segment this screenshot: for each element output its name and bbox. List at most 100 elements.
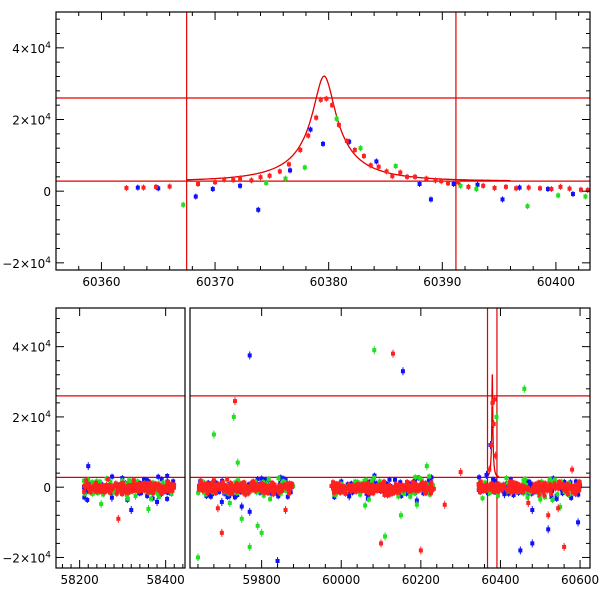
bottom-band-point-1-2-63 (427, 474, 432, 479)
top-point-s0-20 (336, 122, 341, 127)
top-point-s0-40 (514, 186, 519, 191)
bottom-band-point-2-2-226 (380, 488, 385, 493)
bottom-xtick-label-0: 58200 (61, 573, 99, 587)
bottom-band-point-0-3-7 (569, 495, 574, 500)
top-point-s0-21 (344, 139, 349, 143)
bottom-point-s1-14 (424, 464, 429, 469)
bottom-band-point-2-1-131 (198, 478, 203, 483)
bottom-band-point-2-0-151 (150, 488, 155, 493)
bottom-point-s0-11 (570, 467, 575, 472)
bottom-band-point-1-0-77 (154, 490, 159, 495)
bottom-band-point-2-0-191 (145, 485, 150, 490)
top-point-s0-16 (314, 115, 319, 120)
bottom-band-point-2-2-203 (428, 485, 433, 490)
bottom-point-s0-3 (215, 506, 220, 511)
bottom-band-point-1-3-70 (505, 481, 510, 486)
top-point-s0-36 (466, 184, 471, 189)
bottom-band-point-2-1-128 (247, 488, 252, 493)
bottom-band-point-2-3-167 (531, 486, 536, 491)
bottom-frame-1 (189, 307, 591, 569)
bottom-band-point-2-1-158 (202, 482, 207, 487)
bottom-point-s1-16 (494, 414, 499, 419)
bottom-band-point-2-3-200 (548, 482, 553, 487)
top-point-s1-11 (583, 194, 588, 199)
bottom-band-point-2-3-219 (539, 485, 544, 490)
top-point-s0-5 (213, 180, 218, 185)
top-point-s0-28 (398, 170, 403, 175)
bottom-point-s1-11 (383, 534, 388, 539)
bottom-band-point-2-3-173 (545, 485, 550, 490)
bottom-band-point-2-1-190 (259, 488, 264, 493)
bottom-band-point-0-1-10 (278, 475, 283, 480)
bottom-band-point-1-2-24 (426, 490, 431, 495)
bottom-band-point-1-3-45 (504, 476, 509, 481)
bottom-band-point-2-2-152 (348, 485, 353, 490)
bottom-band-point-0-0-29 (159, 477, 164, 482)
top-point-s2-8 (321, 141, 325, 146)
bottom-band-point-2-2-200 (385, 493, 390, 498)
bottom-band-point-2-0-54 (88, 489, 93, 494)
top-point-s0-11 (267, 173, 272, 178)
bottom-band-point-2-0-179 (95, 489, 100, 494)
bottom-point-s2-5 (155, 499, 160, 504)
bottom-band-point-0-1-2 (232, 495, 237, 500)
bottom-point-s1-4 (235, 460, 240, 465)
bottom-band-point-2-2-131 (350, 483, 355, 488)
bottom-band-point-1-3-39 (552, 477, 557, 482)
bottom-band-point-2-1-109 (270, 488, 275, 493)
bottom-band-point-2-2-225 (390, 490, 395, 495)
bottom-point-s0-13 (458, 470, 463, 475)
bottom-band-point-2-1-111 (237, 483, 242, 488)
top-ytick-exp-3: 4 (45, 256, 51, 266)
bottom-point-s1-19 (99, 502, 104, 507)
bottom-band-point-2-3-191 (566, 485, 571, 490)
bottom-band-point-1-3-78 (521, 478, 526, 483)
bottom-xtick-label-3: 60000 (322, 573, 360, 587)
bottom-band-point-2-3-168 (576, 480, 581, 485)
bottom-band-point-0-2-9 (399, 493, 404, 498)
bottom-band-point-2-2-216 (387, 483, 392, 488)
bottom-band-point-2-3-72 (548, 488, 553, 493)
bottom-band-point-1-0-63 (135, 479, 140, 484)
bottom-band-point-2-2-130 (346, 483, 351, 488)
bottom-point-s0-20 (487, 467, 492, 472)
bottom-band-point-2-3-180 (514, 484, 519, 489)
bottom-band-point-2-1-177 (209, 481, 214, 486)
bottom-band-point-2-0-173 (137, 488, 142, 493)
top-point-s2-3 (210, 187, 215, 192)
bottom-band-point-2-2-202 (332, 485, 337, 490)
bottom-band-point-1-3-32 (550, 497, 555, 502)
bottom-band-point-2-1-91 (276, 490, 281, 495)
bottom-band-point-2-0-98 (146, 490, 151, 495)
bottom-point-s1-1 (195, 555, 200, 560)
bottom-band-point-2-3-158 (559, 482, 564, 487)
bottom-band-point-2-2-211 (369, 488, 374, 493)
top-point-s2-11 (417, 182, 422, 186)
top-point-s1-0 (181, 202, 186, 207)
bottom-point-s1-21 (146, 506, 151, 511)
top-point-s0-2 (153, 184, 158, 189)
bottom-band-point-2-3-193 (565, 482, 570, 487)
bottom-band-point-2-3-161 (530, 483, 535, 488)
bottom-band-point-2-0-117 (126, 490, 131, 495)
bottom-band-point-2-3-159 (541, 481, 546, 486)
bottom-band-point-0-0-63 (165, 496, 170, 501)
bottom-point-s0-6 (379, 541, 384, 546)
bottom-band-point-0-3-29 (549, 495, 554, 500)
bottom-point-s1-3 (231, 414, 236, 419)
bottom-band-point-2-2-177 (352, 484, 357, 489)
bottom-band-point-2-1-127 (229, 486, 234, 491)
bottom-band-point-0-1-75 (208, 494, 213, 499)
bottom-band-point-2-1-160 (279, 488, 284, 493)
bottom-band-point-2-3-205 (496, 488, 501, 493)
top-point-s1-3 (302, 165, 307, 170)
bottom-band-point-0-2-69 (393, 477, 398, 482)
bottom-band-point-2-0-68 (120, 492, 125, 497)
bottom-band-point-2-1-161 (211, 484, 216, 489)
bottom-band-point-2-3-149 (492, 488, 497, 493)
top-point-s0-39 (503, 184, 508, 189)
top-point-s0-15 (306, 133, 311, 138)
bottom-band-point-2-0-120 (108, 487, 113, 492)
bottom-xtick-label-5: 60400 (481, 573, 519, 587)
bottom-band-point-2-0-198 (83, 484, 88, 489)
